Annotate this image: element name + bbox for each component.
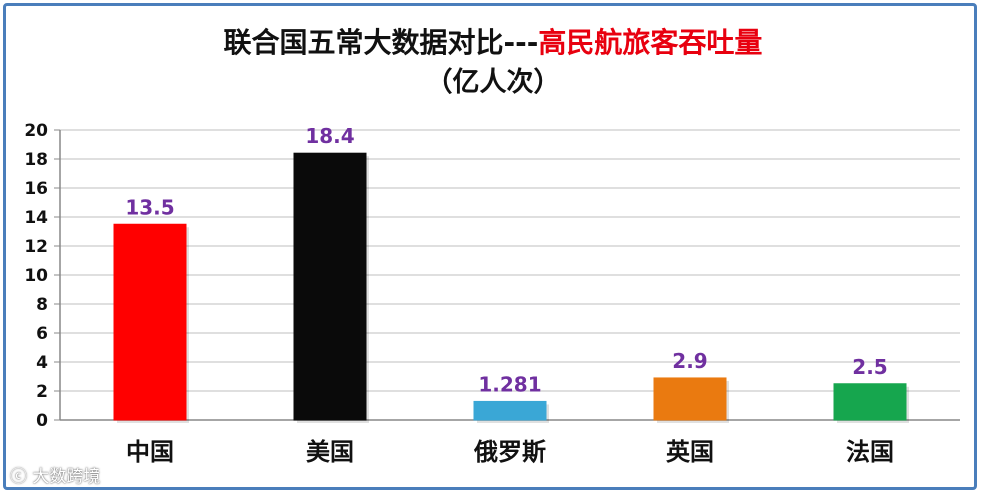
chart-title-highlight: 高民航旅客吞吐量: [538, 26, 763, 59]
chart-frame: [3, 3, 977, 490]
data-label: 1.281: [478, 372, 541, 396]
chart-subtitle: （亿人次）: [425, 67, 561, 98]
y-tick-label: 4: [36, 353, 48, 373]
bar-highlight: [114, 224, 186, 420]
y-tick-label: 18: [24, 150, 48, 170]
bar-highlight: [654, 377, 726, 420]
y-tick-label: 8: [36, 295, 48, 315]
x-tick-label: 俄罗斯: [473, 438, 546, 466]
y-tick-label: 20: [24, 121, 48, 141]
x-tick-label: 英国: [666, 438, 714, 466]
watermark-logo-icon: ⓒ: [10, 467, 27, 487]
bar-highlight: [834, 383, 906, 420]
y-tick-label: 14: [24, 208, 48, 228]
data-label: 18.4: [305, 124, 354, 148]
y-tick-label: 16: [24, 179, 48, 199]
data-label: 2.9: [672, 349, 707, 373]
watermark: ⓒ 大数跨境: [10, 462, 100, 487]
bar-highlight: [294, 153, 366, 420]
y-tick-label: 12: [24, 237, 48, 257]
chart-title-prefix: 联合国五常大数据对比---: [223, 26, 539, 59]
watermark-text: 大数跨境: [32, 467, 101, 487]
y-tick-label: 0: [36, 411, 48, 431]
x-tick-label: 法国: [846, 438, 894, 466]
x-tick-label: 中国: [126, 438, 174, 466]
data-label: 13.5: [125, 195, 174, 219]
y-tick-label: 10: [24, 266, 48, 286]
bar-highlight: [474, 401, 546, 420]
chart-title: 联合国五常大数据对比---高民航旅客吞吐量: [0, 26, 986, 60]
y-tick-label: 6: [36, 324, 48, 344]
data-label: 2.5: [852, 355, 887, 379]
y-tick-label: 2: [36, 382, 48, 402]
x-tick-label: 美国: [306, 438, 354, 466]
